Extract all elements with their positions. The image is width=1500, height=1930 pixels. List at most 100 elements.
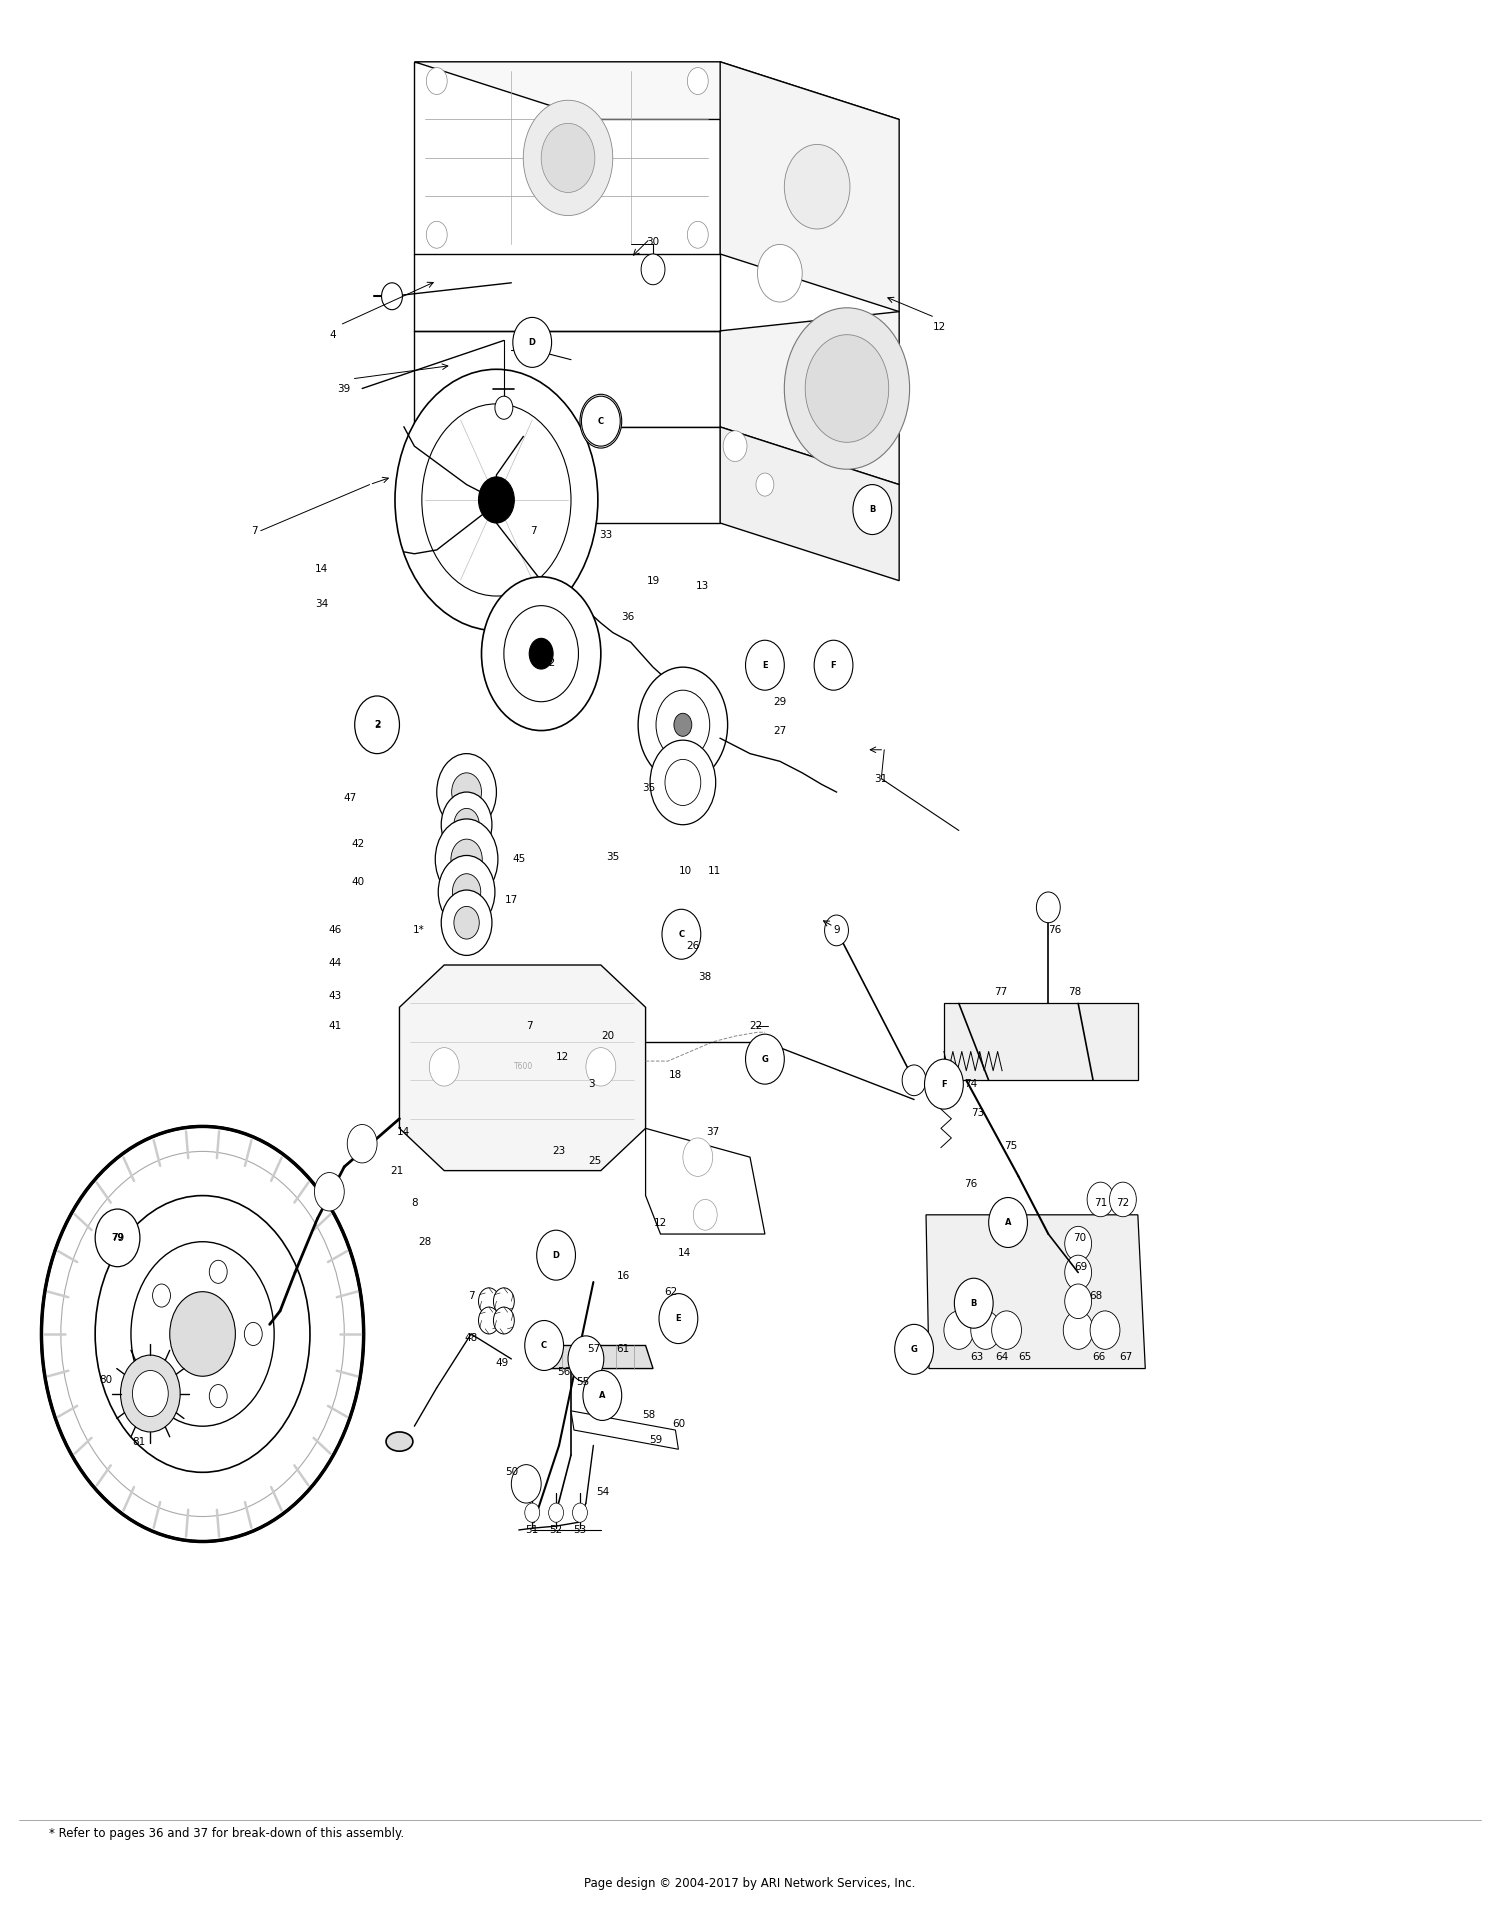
Circle shape [210,1260,226,1283]
Circle shape [568,1336,604,1382]
Polygon shape [720,427,898,581]
Circle shape [441,890,492,955]
Text: 45: 45 [512,855,525,865]
Circle shape [537,1229,576,1280]
Circle shape [244,1322,262,1345]
Text: 7: 7 [252,525,258,537]
Circle shape [723,430,747,461]
Text: 31: 31 [874,774,888,784]
Polygon shape [399,965,645,1172]
Circle shape [494,1307,514,1334]
Circle shape [170,1291,236,1376]
Polygon shape [414,62,720,255]
Text: 44: 44 [328,957,342,969]
Text: 75: 75 [1005,1141,1017,1150]
Text: 73: 73 [972,1108,986,1117]
Circle shape [825,915,849,946]
Polygon shape [414,62,898,120]
Circle shape [582,396,620,446]
Text: 68: 68 [1089,1291,1102,1301]
Text: 23: 23 [552,1146,566,1156]
Text: A: A [1005,1218,1011,1227]
Text: 50: 50 [506,1467,518,1476]
Text: 41: 41 [328,1021,342,1031]
Circle shape [1065,1226,1092,1260]
Text: 14: 14 [678,1249,692,1258]
Text: 49: 49 [496,1359,508,1368]
Text: E: E [675,1314,681,1324]
Circle shape [687,222,708,249]
Text: C: C [542,1341,548,1349]
Text: 8: 8 [411,1199,417,1208]
Text: B: B [970,1299,976,1309]
Text: G: G [762,1054,768,1063]
Text: 3: 3 [588,1079,596,1089]
Circle shape [426,68,447,95]
Text: 37: 37 [706,1127,720,1137]
Text: 74: 74 [964,1079,978,1089]
Circle shape [94,1195,310,1473]
Text: 63: 63 [970,1353,984,1363]
Text: G: G [910,1345,918,1353]
Circle shape [494,1287,514,1314]
Text: Page design © 2004-2017 by ARI Network Services, Inc.: Page design © 2004-2017 by ARI Network S… [585,1878,915,1889]
Text: 16: 16 [616,1272,630,1282]
Circle shape [42,1127,363,1542]
Text: T600: T600 [513,1062,532,1071]
Circle shape [130,1241,274,1426]
Circle shape [815,641,854,691]
Circle shape [454,907,480,940]
Text: 27: 27 [772,726,786,735]
Circle shape [542,124,596,193]
Text: 78: 78 [1068,986,1082,998]
Polygon shape [572,1411,678,1449]
Circle shape [422,403,572,596]
Text: 56: 56 [556,1366,570,1378]
Circle shape [482,577,602,731]
Circle shape [132,1370,168,1417]
Circle shape [315,1173,345,1210]
Polygon shape [720,311,898,484]
Text: C: C [597,417,604,427]
Circle shape [658,1293,698,1343]
Text: 60: 60 [672,1419,686,1430]
Text: 9: 9 [833,924,840,936]
Text: 35: 35 [642,784,656,793]
Text: 12: 12 [555,1052,568,1062]
Text: 69: 69 [1074,1262,1088,1272]
Circle shape [441,791,492,857]
Circle shape [664,758,700,805]
Circle shape [662,909,700,959]
Text: 55: 55 [576,1376,590,1388]
Text: 67: 67 [1119,1353,1132,1363]
Circle shape [756,473,774,496]
Text: 2: 2 [374,720,380,730]
Text: F: F [940,1079,946,1089]
Polygon shape [414,330,720,427]
Text: C: C [598,417,604,427]
Circle shape [638,668,728,782]
Circle shape [549,1503,564,1523]
Text: 66: 66 [1092,1353,1106,1363]
Circle shape [924,1060,963,1110]
Polygon shape [926,1214,1146,1368]
Text: 20: 20 [602,1031,615,1040]
Circle shape [682,1139,712,1177]
Text: 7: 7 [531,525,537,537]
Circle shape [687,68,708,95]
Circle shape [512,1465,542,1503]
Text: 12: 12 [654,1218,668,1227]
Circle shape [452,840,482,880]
Circle shape [454,809,480,841]
Polygon shape [414,427,720,523]
Text: 36: 36 [621,612,634,621]
Text: 25: 25 [588,1156,602,1166]
Text: 61: 61 [616,1345,630,1355]
Text: 13: 13 [696,581,709,591]
Circle shape [478,477,514,523]
Text: 53: 53 [573,1525,586,1534]
Text: 59: 59 [650,1434,663,1446]
Text: 40: 40 [351,878,364,888]
Polygon shape [720,62,898,311]
Text: 72: 72 [1116,1199,1130,1208]
